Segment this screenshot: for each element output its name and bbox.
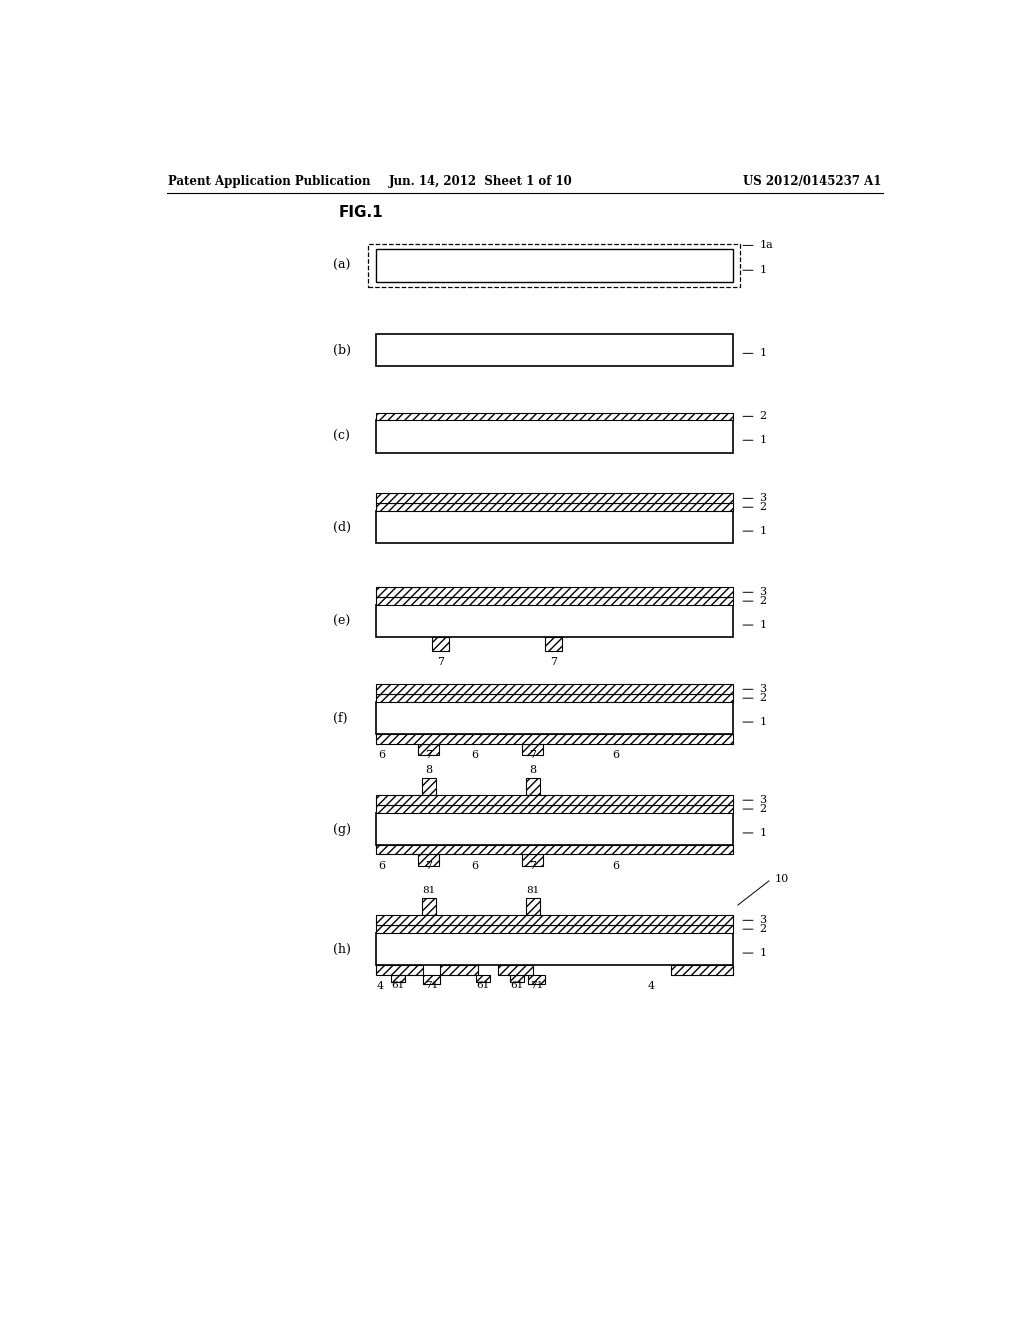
Text: 61: 61 [476,981,489,990]
Text: (e): (e) [334,615,350,628]
Bar [525,899,540,915]
Bar [476,974,489,982]
Text: 2: 2 [760,924,767,935]
Text: 61: 61 [391,981,404,990]
Bar [423,974,440,985]
Text: Jun. 14, 2012  Sheet 1 of 10: Jun. 14, 2012 Sheet 1 of 10 [389,176,572,189]
Text: 3: 3 [760,915,767,925]
Bar [376,734,732,743]
Bar [376,511,732,544]
Text: 71: 71 [425,981,438,990]
Bar [499,965,534,974]
Text: 8: 8 [425,766,432,775]
Bar [376,795,732,805]
Text: 4: 4 [376,981,383,991]
Text: 6: 6 [472,861,479,871]
Text: 2: 2 [760,804,767,814]
Bar [422,779,435,795]
Text: 6: 6 [379,861,386,871]
Bar [376,605,732,638]
Text: 1: 1 [760,348,767,358]
Bar [422,899,435,915]
Text: (a): (a) [334,259,351,272]
Bar [376,915,732,925]
Text: 7: 7 [550,656,557,667]
Text: (b): (b) [334,343,351,356]
Text: 81: 81 [422,886,435,895]
Bar [376,845,732,854]
Bar [376,702,732,734]
Text: 1: 1 [760,828,767,838]
Bar [376,420,732,453]
Bar [376,694,732,702]
Text: 1: 1 [760,436,767,445]
Text: 61: 61 [510,981,523,990]
Text: 6: 6 [379,750,386,760]
Text: 10: 10 [775,874,790,884]
Bar [369,244,740,286]
Bar [376,933,732,965]
Text: 7: 7 [425,861,432,871]
Text: 1: 1 [760,948,767,958]
Bar [528,974,545,985]
Bar [376,805,732,813]
Bar [671,965,732,974]
Bar [376,249,732,281]
Text: 1: 1 [760,527,767,536]
Bar [376,965,423,974]
Text: 71: 71 [529,981,543,990]
Text: 1: 1 [760,265,767,276]
Bar [376,334,732,367]
Text: 1: 1 [760,717,767,727]
Text: FIG.1: FIG.1 [339,205,383,219]
Bar [432,638,449,651]
Text: (h): (h) [334,942,351,956]
Text: 2: 2 [760,502,767,512]
Bar [376,503,732,511]
Bar [510,974,524,982]
Text: 8: 8 [529,766,537,775]
Bar [376,925,732,933]
Text: 7: 7 [425,750,432,760]
Text: 2: 2 [760,597,767,606]
Bar [376,684,732,694]
Text: Patent Application Publication: Patent Application Publication [168,176,371,189]
Text: (g): (g) [334,822,351,836]
Bar [439,965,478,974]
Text: 2: 2 [760,693,767,704]
Bar [391,974,404,982]
Bar [525,779,540,795]
Text: 81: 81 [526,886,540,895]
Text: 7: 7 [529,750,536,760]
Text: (d): (d) [334,520,351,533]
Text: 3: 3 [760,587,767,597]
Bar [376,587,732,598]
Text: 6: 6 [472,750,479,760]
Text: 3: 3 [760,684,767,694]
Text: 2: 2 [760,412,767,421]
Bar [376,413,732,420]
Bar [522,854,543,866]
Text: 3: 3 [760,494,767,503]
Text: US 2012/0145237 A1: US 2012/0145237 A1 [743,176,882,189]
Text: 6: 6 [612,861,620,871]
Text: 3: 3 [760,795,767,805]
Text: (c): (c) [334,430,350,444]
Bar [419,854,439,866]
Text: 1: 1 [760,620,767,630]
Bar [376,597,732,605]
Text: 7: 7 [529,861,536,871]
Text: 6: 6 [612,750,620,760]
Text: (f): (f) [334,711,348,725]
Bar [545,638,562,651]
Bar [376,813,732,845]
Text: 4: 4 [647,981,654,991]
Bar [419,743,439,755]
Text: 7: 7 [437,656,443,667]
Bar [522,743,543,755]
Text: 1a: 1a [760,240,773,251]
Bar [376,494,732,503]
